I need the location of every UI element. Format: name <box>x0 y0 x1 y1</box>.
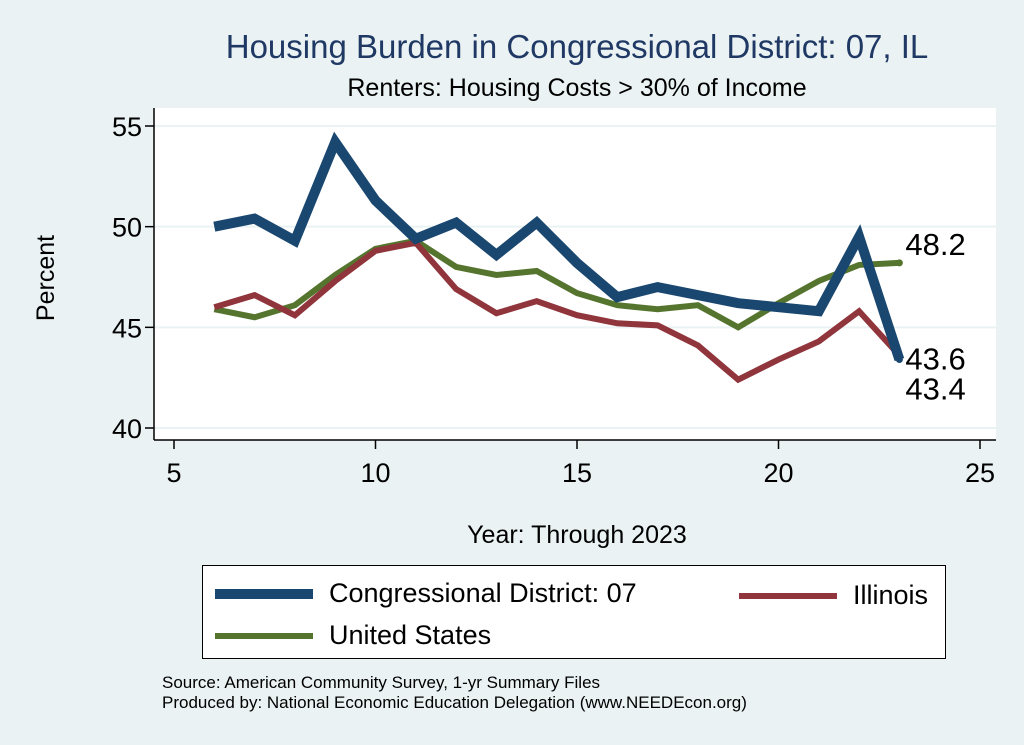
end-label-us: 48.2 <box>905 227 965 262</box>
legend-item-illinois: Illinois <box>739 580 928 611</box>
series-line-illinois <box>213 239 902 384</box>
chart-subtitle: Renters: Housing Costs > 30% of Income <box>347 74 807 102</box>
legend-label-us: United States <box>329 620 492 650</box>
legend-label-district: Congressional District: 07 <box>329 578 637 608</box>
chart-title: Housing Burden in Congressional District… <box>225 28 929 65</box>
producer-line: Produced by: National Economic Education… <box>162 693 747 712</box>
legend-item-district: Congressional District: 07 <box>215 578 637 609</box>
y-tick-label: 45 <box>112 313 142 343</box>
end-label-illinois: 43.6 <box>905 342 965 377</box>
x-tick-label: 10 <box>360 458 390 488</box>
x-tick-label: 20 <box>763 458 793 488</box>
series-line-us <box>213 237 900 331</box>
legend-item-us: United States <box>215 620 491 651</box>
x-tick-label: 5 <box>166 458 181 488</box>
x-tick-label: 25 <box>965 458 995 488</box>
series-line-district <box>213 131 905 362</box>
legend-swatch-district <box>215 588 313 599</box>
end-label-district: 43.4 <box>905 372 965 407</box>
source-line: Source: American Community Survey, 1-yr … <box>162 673 601 692</box>
end-point-district <box>895 356 903 364</box>
end-point-us <box>895 259 903 267</box>
y-tick-label: 50 <box>112 213 142 243</box>
legend: Congressional District: 07 Illinois Unit… <box>202 565 946 659</box>
y-tick-label: 55 <box>112 112 142 142</box>
y-axis-label: Percent <box>32 235 60 321</box>
legend-swatch-us <box>215 632 313 639</box>
x-tick-label: 15 <box>562 458 592 488</box>
y-tick-label: 40 <box>112 414 142 444</box>
legend-label-illinois: Illinois <box>853 580 929 610</box>
source-note: Source: American Community Survey, 1-yr … <box>162 673 747 713</box>
x-axis-label: Year: Through 2023 <box>467 521 687 549</box>
plot-area <box>154 108 996 440</box>
legend-swatch-illinois <box>739 592 837 599</box>
